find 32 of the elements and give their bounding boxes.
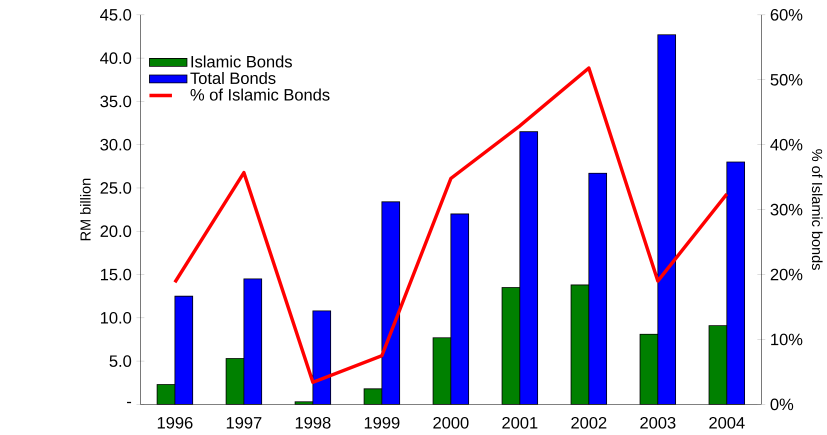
- y-tick-label: 5.0: [110, 355, 132, 367]
- x-tick-label: 1999: [364, 416, 400, 429]
- y2-tick-label: 0%: [770, 398, 794, 410]
- y-axis-title: RM billion: [80, 178, 91, 240]
- legend-label: Total Bonds: [190, 72, 276, 84]
- y-tick-label: 10.0: [100, 312, 132, 324]
- y2-tick-label: 40%: [770, 138, 802, 151]
- x-tick-label: 2003: [640, 416, 676, 429]
- x-tick-label: 2000: [433, 416, 469, 429]
- y-tick-label: 35.0: [100, 96, 132, 108]
- y-tick-label: 45.0: [100, 8, 132, 21]
- y-tick-label: -: [127, 402, 132, 404]
- y-tick-label: 25.0: [100, 182, 132, 194]
- y-tick-label: 15.0: [100, 268, 132, 280]
- y-tick-label: 20.0: [100, 225, 132, 238]
- y-tick-label: 40.0: [100, 52, 132, 64]
- y2-tick-label: 20%: [770, 268, 802, 280]
- x-tick-label: 1996: [158, 416, 192, 429]
- x-tick-label: 2004: [709, 416, 745, 429]
- y2-tick-label: 50%: [770, 74, 802, 86]
- y2-axis-title: % of Islamic bonds: [812, 149, 823, 270]
- legend-label: % of Islamic Bonds: [190, 88, 330, 101]
- x-tick-label: 2001: [502, 416, 538, 429]
- x-tick-label: 1997: [226, 416, 262, 429]
- y2-tick-label: 10%: [771, 334, 802, 346]
- line-series: [173, 66, 729, 384]
- legend-label: Islamic Bonds: [192, 55, 292, 68]
- y2-tick-label: 30%: [770, 204, 802, 216]
- y-tick-label: 30.0: [100, 138, 132, 151]
- y2-tick-label: 60%: [770, 8, 802, 21]
- x-tick-label: 1998: [296, 416, 330, 429]
- x-tick-label: 2002: [571, 416, 606, 429]
